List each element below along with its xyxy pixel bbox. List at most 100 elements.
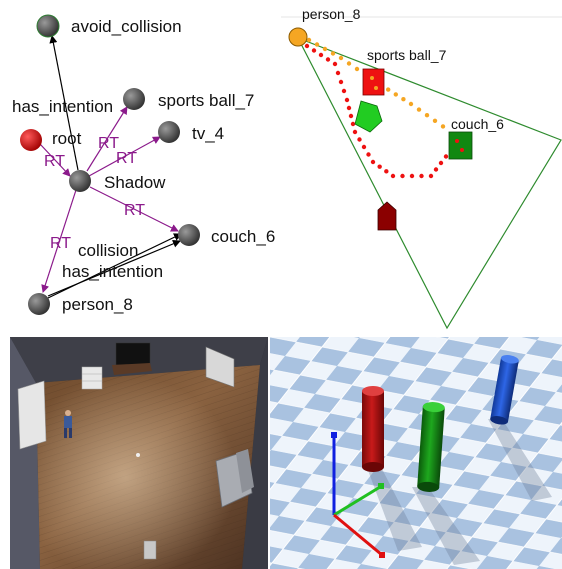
- path-dot: [306, 37, 312, 43]
- person-marker: [288, 27, 308, 47]
- room-render-panel: [10, 337, 268, 569]
- simulation-view: [270, 337, 562, 569]
- edge-shadow-sports: [86, 106, 128, 172]
- path-dot: [440, 124, 446, 129]
- axis-y: [333, 485, 381, 517]
- axis-y-tip: [378, 483, 384, 489]
- label-sports-ball: sports ball_7: [158, 91, 254, 110]
- floor-light: [36, 365, 260, 569]
- label-has-intention-top: has_intention: [12, 97, 113, 116]
- path-dot: [311, 48, 317, 53]
- ball-icon: [136, 453, 140, 457]
- path-dot: [401, 97, 406, 102]
- path-dot: [318, 52, 324, 58]
- edge-label-rt-tv: RT: [116, 150, 137, 167]
- path-dot: [428, 173, 434, 179]
- path-dot: [325, 57, 331, 62]
- path-dot: [393, 92, 398, 97]
- green-cylinder: [417, 402, 445, 492]
- path-dot: [443, 154, 449, 159]
- edge-label-collision: collision: [78, 241, 138, 260]
- couch-dot-1: [455, 139, 459, 143]
- edge-label-rt-root: RT: [44, 153, 65, 170]
- path-dot: [346, 105, 352, 111]
- path-dot: [390, 173, 396, 179]
- plan-label-couch: couch_6: [451, 116, 504, 132]
- path-dot: [338, 55, 344, 61]
- edge-label-has-intention-bottom: has_intention: [62, 262, 163, 281]
- path-dot: [322, 46, 328, 52]
- sports-ball-dot-1: [370, 76, 374, 80]
- path-dot: [330, 51, 336, 56]
- edge-shadow-tv: [88, 136, 161, 177]
- edge-label-rt-sports: RT: [98, 135, 119, 152]
- person-icon: [64, 410, 72, 438]
- door-icon: [17, 380, 47, 450]
- red-path: [304, 43, 449, 179]
- path-dot: [352, 129, 358, 135]
- path-dot: [432, 118, 438, 124]
- path-dot: [416, 107, 422, 112]
- edge-root-shadow: [39, 143, 71, 177]
- blue-cylinder: [490, 355, 519, 425]
- path-dot: [350, 121, 356, 127]
- path-dot: [354, 66, 360, 72]
- path-dot: [361, 144, 367, 150]
- axis-x: [333, 513, 383, 557]
- shadow-green: [412, 487, 480, 565]
- path-dot: [348, 113, 354, 119]
- red-cylinder: [362, 386, 384, 472]
- shadow-blue: [488, 419, 552, 501]
- obstacle-marker: [354, 100, 383, 133]
- edge-shadow-avoid: [49, 35, 79, 171]
- path-dot: [338, 79, 344, 85]
- plan-label-person: person_8: [302, 6, 361, 22]
- chair-icon: [143, 540, 157, 560]
- sofa-back: [236, 449, 254, 493]
- label-couch: couch_6: [211, 227, 275, 246]
- robot-marker: [377, 201, 397, 231]
- node-sports-ball: [123, 88, 145, 110]
- node-shadow: [69, 170, 91, 192]
- path-dot: [332, 61, 338, 67]
- edge-label-rt-person: RT: [50, 235, 71, 252]
- plan-panel: person_8 sports ball_7 couch_6: [281, 0, 562, 330]
- path-dot: [344, 97, 350, 103]
- path-dot: [419, 173, 424, 179]
- couch-marker: [448, 131, 473, 160]
- path-dot: [408, 101, 414, 107]
- tv-stand-icon: [112, 363, 152, 375]
- node-tv: [158, 121, 180, 143]
- path-dot: [409, 173, 415, 179]
- path-dot: [357, 137, 362, 142]
- label-person: person_8: [62, 295, 133, 314]
- edge-person-couch-2: [47, 233, 182, 299]
- path-dot: [335, 70, 341, 76]
- axis-x-tip: [379, 552, 385, 558]
- plan-label-sports-ball: sports ball_7: [367, 47, 447, 63]
- view-triangle: [296, 36, 562, 330]
- edge-shadow-person: [41, 189, 77, 293]
- edge-shadow-couch: [89, 186, 179, 232]
- simulation-panel: [270, 337, 562, 569]
- path-dot: [366, 152, 371, 157]
- path-dot: [346, 61, 352, 66]
- right-wall: [242, 337, 268, 569]
- node-person: [28, 293, 50, 315]
- axis-z-tip: [331, 432, 337, 438]
- node-avoid-collision: [36, 14, 60, 38]
- sports-ball-dot-2: [374, 86, 378, 90]
- sports-ball-marker: [362, 68, 385, 96]
- edge-label-rt-couch: RT: [124, 202, 145, 219]
- path-dot: [304, 43, 310, 49]
- path-dot: [386, 87, 391, 92]
- path-dot: [370, 159, 376, 165]
- label-avoid-collision: avoid_collision: [71, 17, 182, 36]
- label-root: root: [52, 129, 82, 148]
- scene-graph: avoid_collision has_intention sports bal…: [12, 14, 275, 315]
- path-dot: [438, 160, 444, 166]
- label-shadow: Shadow: [104, 173, 166, 192]
- path-dot: [341, 88, 347, 94]
- node-couch: [178, 224, 200, 246]
- couch-dot-2: [460, 148, 464, 152]
